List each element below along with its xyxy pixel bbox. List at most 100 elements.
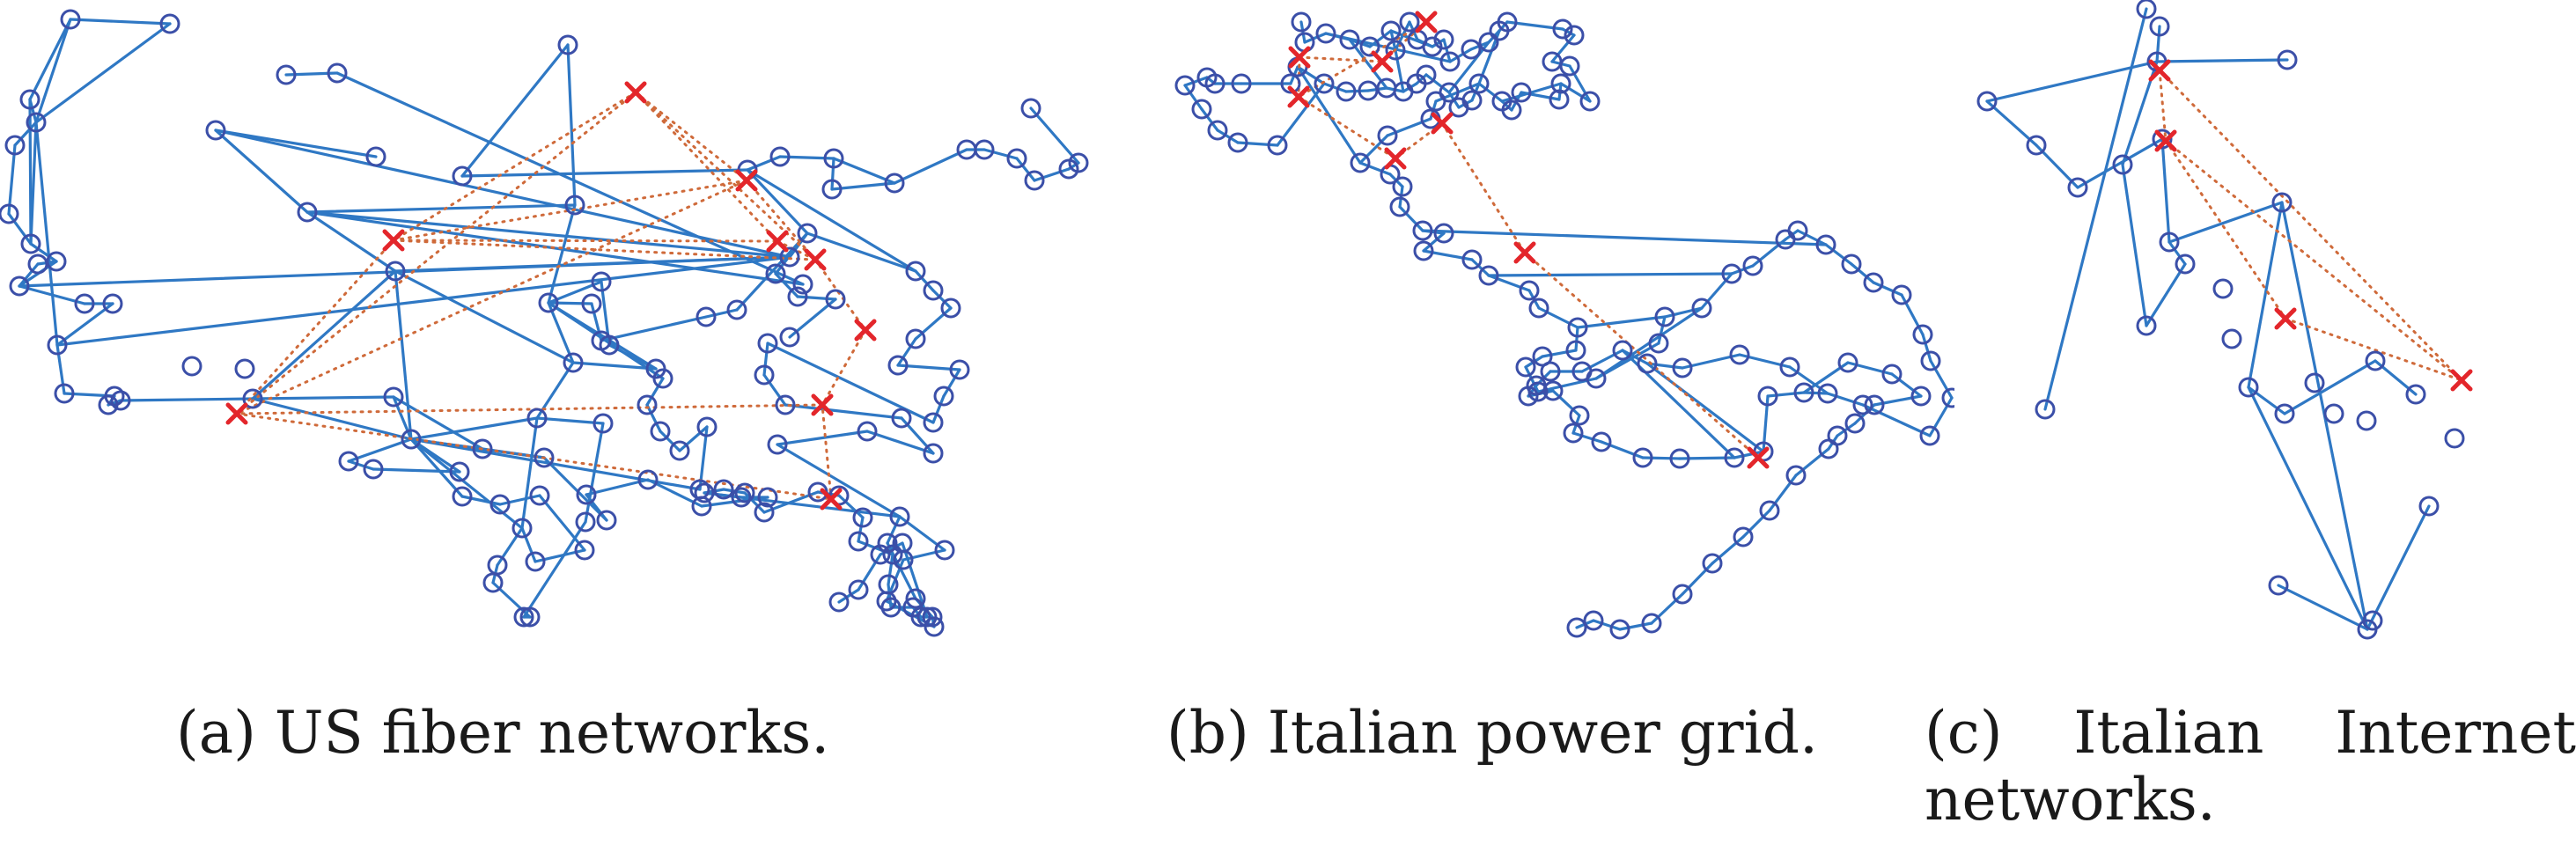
network-link	[460, 168, 749, 178]
network-link	[1487, 274, 1531, 292]
network-link	[931, 394, 946, 424]
network-link	[1537, 306, 1579, 329]
network-link	[1551, 389, 1581, 417]
network-node-marker	[234, 358, 255, 379]
network-link	[1477, 82, 1504, 103]
network-node-marker	[765, 263, 786, 284]
x-marker-stroke	[1431, 112, 1454, 135]
network-node-marker	[1528, 298, 1549, 319]
network-node-marker	[1068, 152, 1089, 173]
network-link	[1700, 272, 1733, 310]
network-link	[1033, 167, 1071, 182]
network-node-marker	[1779, 356, 1800, 378]
network-node-marker	[591, 271, 612, 292]
network-node-marker	[922, 606, 943, 628]
network-node-marker	[1359, 36, 1380, 57]
network-link	[305, 210, 791, 259]
network-link	[762, 342, 769, 377]
network-node-marker	[1591, 431, 1612, 452]
graph-italian-power-grid	[1174, 11, 1954, 640]
node-group	[1174, 11, 1954, 640]
network-node-marker	[1552, 18, 1573, 40]
network-node-marker	[1196, 67, 1218, 88]
network-node-marker	[1941, 387, 1954, 408]
network-link	[1447, 40, 1490, 94]
network-node-marker	[74, 293, 95, 314]
network-node-marker	[2175, 254, 2196, 275]
failed-node-marker	[1287, 85, 1310, 108]
network-link	[837, 588, 860, 604]
failed-link	[776, 239, 817, 261]
network-node-marker	[1315, 23, 1336, 44]
network-node-marker	[1191, 99, 1212, 120]
network-node-marker	[2362, 610, 2383, 631]
network-node-marker	[669, 440, 690, 461]
network-node-marker	[1815, 234, 1836, 255]
network-node-marker	[1891, 284, 1912, 305]
network-node-marker	[1920, 350, 1941, 371]
network-node-marker	[242, 388, 263, 409]
network-link	[119, 397, 254, 402]
network-node-marker	[1910, 386, 1932, 407]
network-node-marker	[754, 364, 775, 386]
network-node-marker	[338, 451, 359, 472]
network-node-marker	[1389, 196, 1410, 217]
failed-node-marker	[624, 81, 647, 104]
network-node-marker	[1793, 382, 1814, 403]
failed-node-group	[1287, 11, 1770, 469]
network-node-marker	[923, 280, 944, 301]
network-node-marker	[2274, 403, 2295, 424]
network-node-marker	[54, 383, 75, 404]
failed-link	[235, 91, 637, 415]
network-node-marker	[1672, 584, 1693, 605]
failed-link	[392, 239, 779, 243]
network-link	[1663, 306, 1704, 319]
network-link	[1322, 82, 1348, 93]
network-link	[392, 395, 484, 451]
network-node-marker	[1515, 356, 1536, 378]
network-link	[1216, 129, 1240, 144]
network-node-marker	[757, 487, 778, 508]
network-node-marker	[1392, 176, 1413, 197]
network-node-marker	[792, 274, 813, 295]
network-node-marker	[2356, 410, 2377, 431]
network-node-marker	[1609, 619, 1630, 640]
network-node-marker	[713, 479, 734, 500]
network-node-marker	[2067, 177, 2088, 198]
network-link	[1985, 99, 2038, 147]
network-link	[1900, 293, 1925, 336]
failed-node-marker	[1288, 46, 1311, 69]
network-node-marker	[327, 62, 348, 84]
network-node-marker	[821, 179, 843, 200]
network-node-marker	[1006, 148, 1027, 169]
network-node-marker	[205, 120, 226, 141]
network-link	[2168, 240, 2187, 266]
failed-link	[1297, 20, 1428, 99]
network-node-marker	[696, 306, 717, 327]
node-group	[1976, 0, 2465, 640]
failed-node-marker	[1384, 147, 1407, 170]
network-node-marker	[383, 386, 404, 408]
network-link	[1550, 33, 1576, 63]
x-marker-stroke	[1287, 85, 1310, 108]
network-link	[251, 269, 397, 400]
network-link	[1650, 592, 1684, 625]
network-node-marker	[1020, 98, 1041, 119]
network-node-marker	[1818, 438, 1839, 459]
network-node-marker	[596, 510, 617, 531]
network-link	[2043, 7, 2148, 411]
network-link	[1457, 99, 1474, 109]
network-node-marker	[1024, 170, 1045, 191]
network-link	[305, 203, 577, 214]
network-node-marker	[2271, 192, 2293, 213]
network-link	[214, 129, 791, 259]
network-link	[542, 456, 608, 522]
network-node-marker	[599, 334, 620, 356]
caption-c: (c) Italian Internet networks.	[1925, 700, 2576, 834]
x-marker-stroke	[2148, 59, 2171, 82]
network-link	[1929, 359, 1954, 400]
failed-link	[2158, 69, 2463, 382]
failed-node-marker	[1513, 241, 1536, 264]
failed-node-marker	[811, 393, 834, 416]
network-node-marker	[1478, 265, 1499, 286]
